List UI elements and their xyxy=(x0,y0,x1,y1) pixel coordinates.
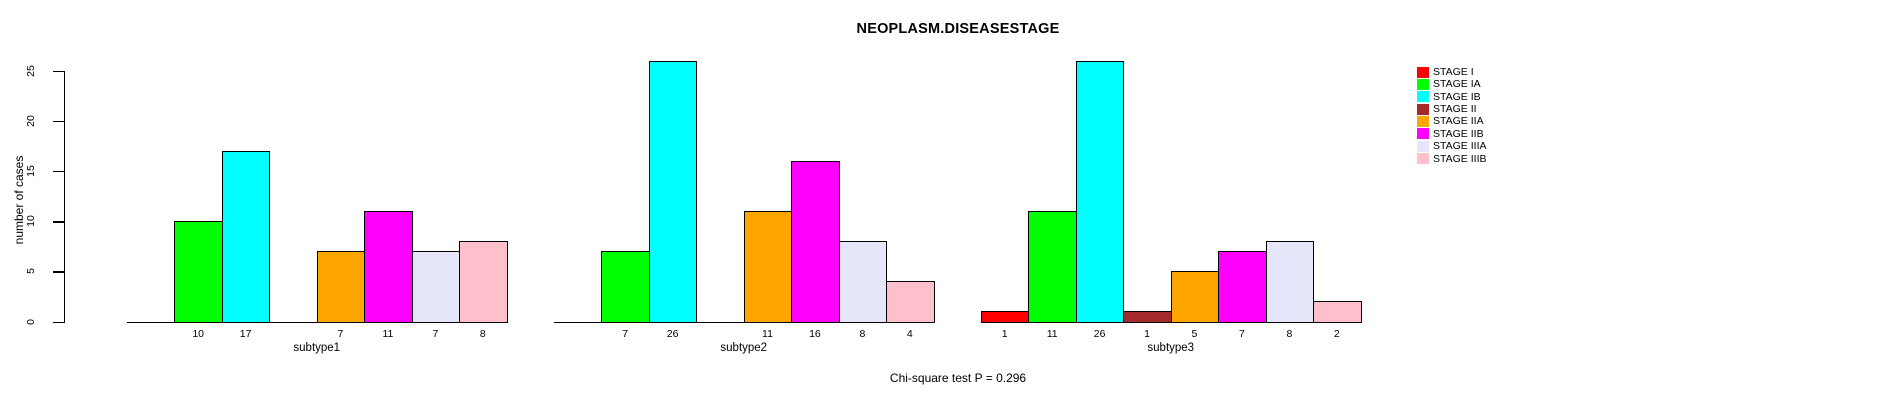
y-tick-label: 20 xyxy=(25,115,37,127)
bar-value-label: 2 xyxy=(1333,327,1340,340)
legend-item: STAGE IIA xyxy=(1417,115,1484,127)
legend-swatch-icon xyxy=(1417,140,1429,152)
bar xyxy=(459,241,508,323)
bar-value-label: 7 xyxy=(432,327,439,340)
bar-value-label: 8 xyxy=(1286,327,1293,340)
legend-label: STAGE II xyxy=(1433,103,1477,116)
legend-label: STAGE IA xyxy=(1433,78,1481,91)
legend-swatch-icon xyxy=(1417,153,1429,165)
bar-value-label: 16 xyxy=(809,327,821,340)
bar-value-label: 8 xyxy=(479,327,486,340)
legend-swatch-icon xyxy=(1417,78,1429,90)
legend-item: STAGE IIB xyxy=(1417,128,1484,140)
bar xyxy=(1075,60,1125,323)
bar-value-label: 8 xyxy=(859,327,866,340)
bar xyxy=(411,251,461,323)
y-tick xyxy=(53,321,64,323)
bar-value-label: 11 xyxy=(382,327,394,340)
bar xyxy=(221,150,271,323)
bar xyxy=(1313,301,1362,323)
bar xyxy=(601,251,650,323)
bar xyxy=(791,161,840,323)
bar xyxy=(174,221,223,323)
legend-swatch-icon xyxy=(1417,103,1429,115)
legend-swatch-icon xyxy=(1417,128,1429,140)
x-category-label: subtype1 xyxy=(293,342,341,354)
bar-value-label: 1 xyxy=(1001,327,1008,340)
x-category-label: subtype2 xyxy=(720,342,768,354)
bar-value-label: 7 xyxy=(622,327,629,340)
footer-note: Chi-square test P = 0.296 xyxy=(889,371,1027,385)
bar xyxy=(316,251,366,323)
bar-value-label: 11 xyxy=(1046,327,1058,340)
legend-item: STAGE IB xyxy=(1417,91,1481,103)
bar-value-label: 17 xyxy=(239,327,252,340)
bar-value-label: 26 xyxy=(666,327,679,340)
legend-label: STAGE IIIA xyxy=(1433,140,1487,153)
legend-item: STAGE IIIA xyxy=(1417,140,1486,152)
legend-label: STAGE IB xyxy=(1433,90,1481,103)
bar xyxy=(1218,251,1267,323)
legend-item: STAGE IIIB xyxy=(1417,153,1486,165)
x-category-label: subtype3 xyxy=(1147,342,1195,354)
legend-swatch-icon xyxy=(1417,91,1429,103)
bar xyxy=(743,211,793,323)
bar-value-label: 10 xyxy=(192,327,204,340)
bar xyxy=(981,311,1030,323)
y-tick xyxy=(53,70,64,73)
bar xyxy=(1123,311,1172,323)
bar xyxy=(1170,271,1220,323)
bar-value-label: 7 xyxy=(1238,327,1245,340)
legend-item: STAGE I xyxy=(1417,66,1474,78)
bar-value-label: 5 xyxy=(1191,327,1198,340)
y-tick-label: 15 xyxy=(25,165,37,177)
bar xyxy=(1265,241,1315,323)
y-tick xyxy=(53,171,64,173)
bar-value-label: 26 xyxy=(1093,327,1106,340)
y-tick-label: 5 xyxy=(25,268,37,275)
bar xyxy=(648,60,698,323)
legend-label: STAGE IIIB xyxy=(1433,152,1487,165)
legend-item: STAGE II xyxy=(1417,103,1477,115)
bar xyxy=(1028,211,1077,323)
legend-swatch-icon xyxy=(1417,115,1429,127)
y-tick xyxy=(53,120,64,123)
legend-swatch-icon xyxy=(1417,66,1429,78)
chart-title: NEOPLASM.DISEASESTAGE xyxy=(856,21,1060,37)
bar xyxy=(838,241,888,323)
y-tick-label: 10 xyxy=(25,215,37,228)
legend-label: STAGE I xyxy=(1433,66,1474,78)
bar xyxy=(364,211,413,323)
y-tick-label: 25 xyxy=(25,64,37,77)
y-tick xyxy=(53,271,64,273)
legend-item: STAGE IA xyxy=(1417,78,1481,90)
bar-value-label: 4 xyxy=(906,327,913,340)
y-tick-label: 0 xyxy=(25,318,37,325)
bar-value-label: 11 xyxy=(762,327,773,340)
y-axis-label: number of cases xyxy=(12,155,26,245)
legend-label: STAGE IIB xyxy=(1433,127,1484,140)
bar-value-label: 7 xyxy=(337,327,344,340)
y-axis-line xyxy=(64,70,66,323)
legend-label: STAGE IIA xyxy=(1433,115,1484,128)
bar-value-label: 1 xyxy=(1144,327,1150,340)
y-tick xyxy=(53,221,64,223)
bar xyxy=(886,281,935,323)
